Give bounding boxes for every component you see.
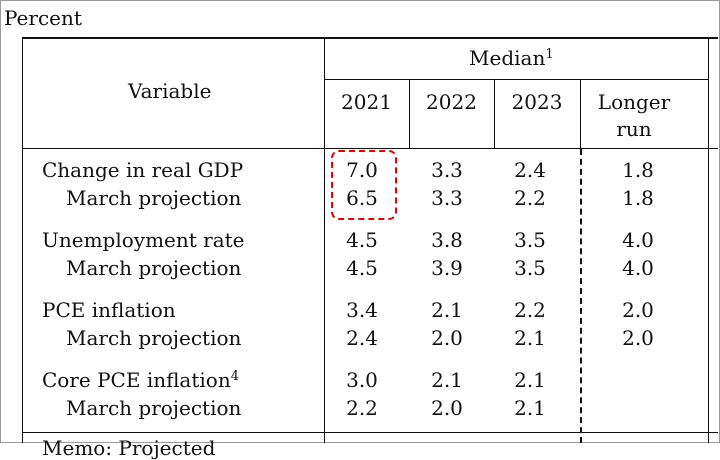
cell-pce-march-2022: 2.0	[431, 326, 463, 350]
longer-run-header-line1: Longer	[597, 90, 671, 114]
cell-gdp-march-2022: 3.3	[431, 186, 463, 210]
variable-header: Variable	[128, 79, 212, 103]
top-rule	[22, 37, 718, 39]
cell-gdp-march-2021: 6.5	[346, 186, 378, 210]
median-rule	[324, 79, 708, 80]
cell-gdp-2022: 3.3	[431, 158, 463, 182]
cell-core-pce-march-2022: 2.0	[431, 396, 463, 420]
cell-pce-longer-run: 2.0	[622, 298, 654, 322]
cell-pce-2021: 3.4	[346, 298, 378, 322]
cell-unemployment-2023: 3.5	[514, 228, 546, 252]
cell-pce-march-2021: 2.4	[346, 326, 378, 350]
cell-gdp-march-2023: 2.2	[514, 186, 546, 210]
cell-unemployment-march-2023: 3.5	[514, 256, 546, 280]
header-bottom-rule	[22, 148, 718, 149]
row-label-memo-projected: Memo: Projected	[42, 436, 216, 460]
cell-unemployment-march-2021: 4.5	[346, 256, 378, 280]
right-divider	[708, 37, 709, 443]
cell-gdp-2021: 7.0	[346, 158, 378, 182]
longer-run-header-line2: run	[616, 117, 652, 141]
cell-core-pce-2023: 2.1	[514, 368, 546, 392]
row-label-pce-inflation: PCE inflation	[42, 298, 176, 322]
median-footnote-marker: 1	[545, 47, 554, 62]
cell-gdp-2023: 2.4	[514, 158, 546, 182]
variable-divider	[324, 37, 325, 443]
cell-unemployment-longer-run: 4.0	[622, 228, 654, 252]
row-label-march-projection: March projection	[66, 256, 242, 280]
bottom-rule	[22, 432, 718, 433]
year-header-2022: 2022	[426, 90, 477, 114]
cell-pce-march-2023: 2.1	[514, 326, 546, 350]
cell-core-pce-2022: 2.1	[431, 368, 463, 392]
year-header-2023: 2023	[511, 90, 563, 114]
cell-gdp-longer-run: 1.8	[622, 158, 654, 182]
cell-unemployment-2022: 3.8	[431, 228, 463, 252]
row-label-march-projection: March projection	[66, 396, 242, 420]
cell-core-pce-2021: 3.0	[346, 368, 378, 392]
year-divider-2022	[494, 79, 495, 149]
cell-core-pce-march-2023: 2.1	[514, 396, 546, 420]
cell-core-pce-march-2021: 2.2	[346, 396, 378, 420]
year-divider-2021	[409, 79, 410, 149]
row-label-march-projection: March projection	[66, 186, 242, 210]
cell-unemployment-2021: 4.5	[346, 228, 378, 252]
cell-pce-2022: 2.1	[431, 298, 463, 322]
cell-pce-2023: 2.2	[514, 298, 546, 322]
row-label-march-projection: March projection	[66, 326, 242, 350]
gdp-2021-highlight	[331, 150, 397, 220]
row-label-real-gdp: Change in real GDP	[42, 158, 244, 182]
longer-run-dashed-divider	[580, 149, 582, 443]
row-label-core-pce-inflation: Core PCE inflation4	[42, 368, 239, 392]
core-pce-footnote-marker: 4	[230, 369, 239, 384]
median-header: Median1	[469, 46, 554, 70]
year-divider-2023	[580, 79, 581, 149]
cell-pce-march-longer-run: 2.0	[622, 326, 654, 350]
cell-gdp-march-longer-run: 1.8	[622, 186, 654, 210]
units-label: Percent	[4, 6, 82, 30]
cell-unemployment-march-longer-run: 4.0	[622, 256, 654, 280]
left-border	[22, 37, 23, 443]
year-header-2021: 2021	[341, 90, 392, 114]
row-label-unemployment-rate: Unemployment rate	[42, 228, 245, 252]
cell-unemployment-march-2022: 3.9	[431, 256, 463, 280]
